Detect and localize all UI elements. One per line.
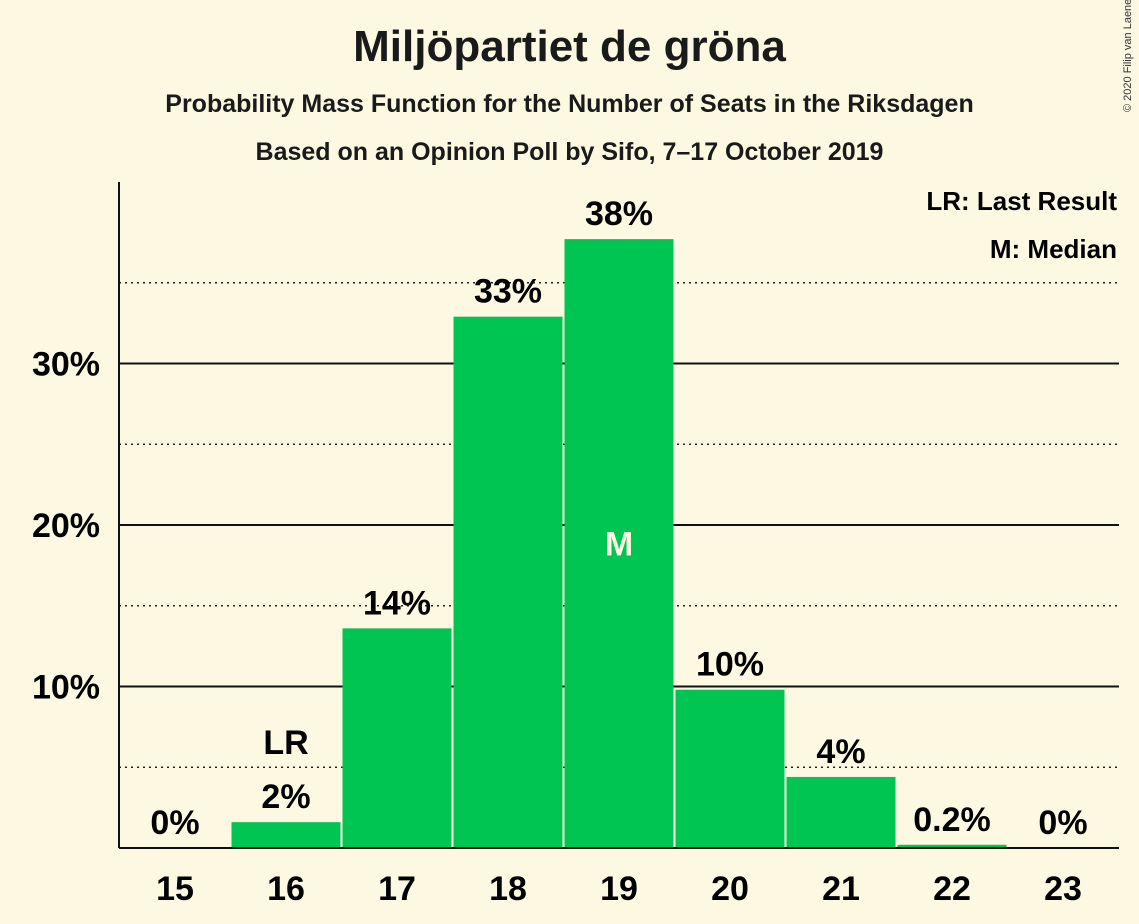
x-tick-label: 22 (933, 870, 971, 908)
data-labels: 10% 20% 30% 0% 15 2% 16 LR 14% 17 33% 18 38% 19 M 10% 20… (32, 195, 1088, 908)
data-label-23: 0% (1038, 804, 1087, 842)
x-tick-label: 19 (600, 870, 638, 908)
data-label-15: 0% (150, 804, 199, 842)
chart-subtitle: Probability Mass Function for the Number… (165, 90, 974, 118)
x-tick-label: 16 (267, 870, 305, 908)
bar-17 (342, 628, 452, 848)
data-label-21: 4% (816, 733, 865, 771)
last-result-marker: LR (263, 724, 308, 762)
x-tick-label: 23 (1044, 870, 1082, 908)
data-label-17: 14% (363, 584, 431, 622)
legend-last-result: LR: Last Result (926, 186, 1117, 216)
data-label-20: 10% (696, 646, 764, 684)
bar-21 (786, 776, 896, 848)
bar-16 (231, 822, 341, 848)
bar-19 (564, 239, 674, 848)
bar-22 (897, 844, 1007, 848)
x-tick-label: 15 (156, 870, 194, 908)
y-tick-label: 20% (32, 507, 100, 545)
x-tick-label: 18 (489, 870, 527, 908)
x-tick-label: 17 (378, 870, 416, 908)
data-label-16: 2% (261, 778, 310, 816)
data-label-18: 33% (474, 273, 542, 311)
axes (118, 182, 1119, 849)
x-tick-label: 21 (822, 870, 860, 908)
data-label-22: 0.2% (913, 801, 991, 839)
bars (231, 239, 1007, 848)
legend-median: M: Median (990, 234, 1117, 264)
data-label-19: 38% (585, 195, 653, 233)
chart-subtitle-poll: Based on an Opinion Poll by Sifo, 7–17 O… (255, 138, 884, 166)
median-marker: M (605, 526, 633, 564)
bar-20 (675, 689, 785, 848)
chart-title: Miljöpartiet de gröna (353, 22, 786, 71)
y-tick-label: 10% (32, 669, 100, 707)
x-tick-label: 20 (711, 870, 749, 908)
y-tick-label: 30% (32, 346, 100, 384)
bar-18 (453, 316, 563, 848)
